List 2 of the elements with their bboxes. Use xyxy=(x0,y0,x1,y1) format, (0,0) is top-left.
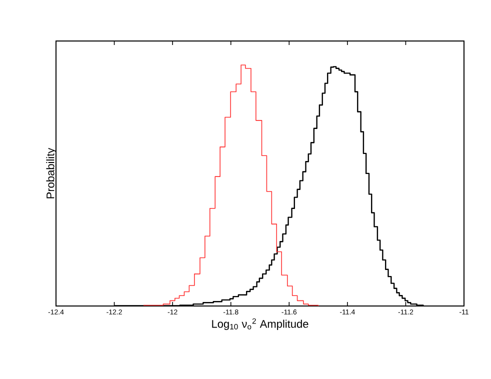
y-axis-title: Probability xyxy=(46,148,56,198)
x-axis-title: Log$_{10}$ ν$_{o}$$^{2}$ Amplitude xyxy=(212,318,308,330)
